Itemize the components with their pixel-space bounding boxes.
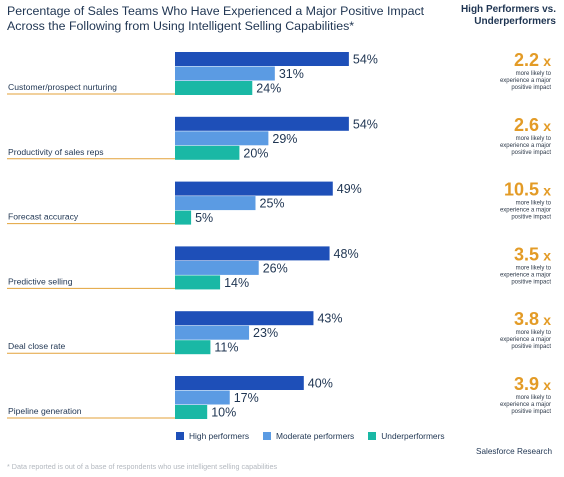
value-label-moderate-2: 25% [260,197,285,211]
ratio-suffix-4: x [543,312,551,328]
value-label-moderate-4: 23% [253,326,278,340]
ratio-suffix-5: x [543,377,551,393]
ratio-caption-1-1: experience a major [500,143,551,149]
category-label-3: Predictive selling [8,276,73,286]
legend-item-high: High performers [176,431,249,441]
ratio-value-0: 2.2 [514,50,539,70]
value-label-high-0: 54% [353,53,378,67]
legend-label-under: Underperformers [381,431,445,441]
bar-moderate-0 [175,66,275,81]
value-label-moderate-5: 17% [234,391,259,405]
ratio-value-3: 3.5 [514,244,539,264]
value-label-under-0: 24% [256,82,281,96]
ratio-value-4: 3.8 [514,309,539,329]
footnote: * Data reported is out of a base of resp… [7,462,278,471]
ratio-caption-0-2: positive impact [511,85,551,91]
legend-swatch-under [368,432,377,440]
bar-high-3 [175,246,330,261]
bar-high-5 [175,376,304,390]
ratio-caption-4-2: positive impact [511,344,551,350]
bar-moderate-2 [175,196,256,211]
category-label-2: Forecast accuracy [8,212,79,222]
bar-high-4 [175,311,314,326]
legend-item-under: Underperformers [368,431,445,441]
ratio-caption-1-2: positive impact [511,150,551,156]
ratio-caption-0-1: experience a major [500,78,551,84]
value-label-under-4: 11% [214,341,238,355]
ratio-caption-3-0: more likely to [516,265,552,271]
category-label-1: Productivity of sales reps [8,147,104,157]
bar-moderate-1 [175,131,269,146]
bar-high-0 [175,52,349,66]
ratio-caption-1-0: more likely to [516,136,552,142]
ratio-suffix-1: x [543,118,551,134]
ratio-value-5: 3.9 [514,374,539,394]
category-label-0: Customer/prospect nurturing [8,82,117,92]
value-label-moderate-1: 29% [272,132,297,146]
legend-label-moderate: Moderate performers [276,431,355,441]
ratio-value-1: 2.6 [514,115,539,135]
value-label-under-3: 14% [224,276,249,290]
ratio-caption-2-2: positive impact [511,215,551,221]
legend-item-moderate: Moderate performers [263,431,354,441]
ratio-caption-5-1: experience a major [500,402,551,408]
legend-swatch-high [176,432,184,440]
ratio-caption-2-1: experience a major [500,208,551,214]
value-label-under-1: 20% [243,146,268,160]
chart-title: Percentage of Sales Teams Who Have Exper… [7,4,425,33]
ratio-caption-3-1: experience a major [500,272,551,278]
source-label: Salesforce Research [476,447,552,456]
value-label-high-3: 48% [334,247,359,261]
value-label-high-5: 40% [308,377,333,391]
bar-under-5 [175,405,208,419]
bar-under-2 [175,210,192,225]
ratio-caption-0-0: more likely to [516,71,552,77]
value-label-high-1: 54% [353,117,378,131]
bar-high-2 [175,181,333,196]
value-label-moderate-3: 26% [263,261,288,275]
ratio-value-2: 10.5 [504,180,539,200]
value-label-under-5: 10% [211,406,236,420]
value-label-high-4: 43% [317,312,342,326]
value-label-under-2: 5% [195,211,213,225]
value-label-high-2: 49% [337,182,362,196]
legend-label-high: High performers [189,431,250,441]
bar-moderate-5 [175,390,230,405]
bar-under-4 [175,340,211,355]
category-label-5: Pipeline generation [8,406,82,416]
ratio-suffix-3: x [543,247,551,263]
bar-under-3 [175,275,221,290]
ratio-caption-5-0: more likely to [516,395,552,401]
ratio-caption-2-0: more likely to [516,201,552,207]
chart-legend: High performers Moderate performers Unde… [176,431,445,441]
category-label-4: Deal close rate [8,341,66,351]
value-label-moderate-0: 31% [279,67,304,81]
ratio-suffix-0: x [543,53,551,69]
ratio-suffix-2: x [543,183,551,199]
bar-under-1 [175,145,240,160]
bar-high-1 [175,116,349,131]
bar-under-0 [175,81,253,95]
ratio-caption-5-2: positive impact [511,409,551,415]
ratio-column-header: High Performers vs. Underperformers [460,4,556,27]
ratio-caption-4-0: more likely to [516,330,552,336]
ratio-caption-3-2: positive impact [511,279,551,285]
bar-moderate-3 [175,260,259,275]
bar-moderate-4 [175,325,250,340]
legend-swatch-moderate [263,432,272,440]
ratio-caption-4-1: experience a major [500,337,551,343]
